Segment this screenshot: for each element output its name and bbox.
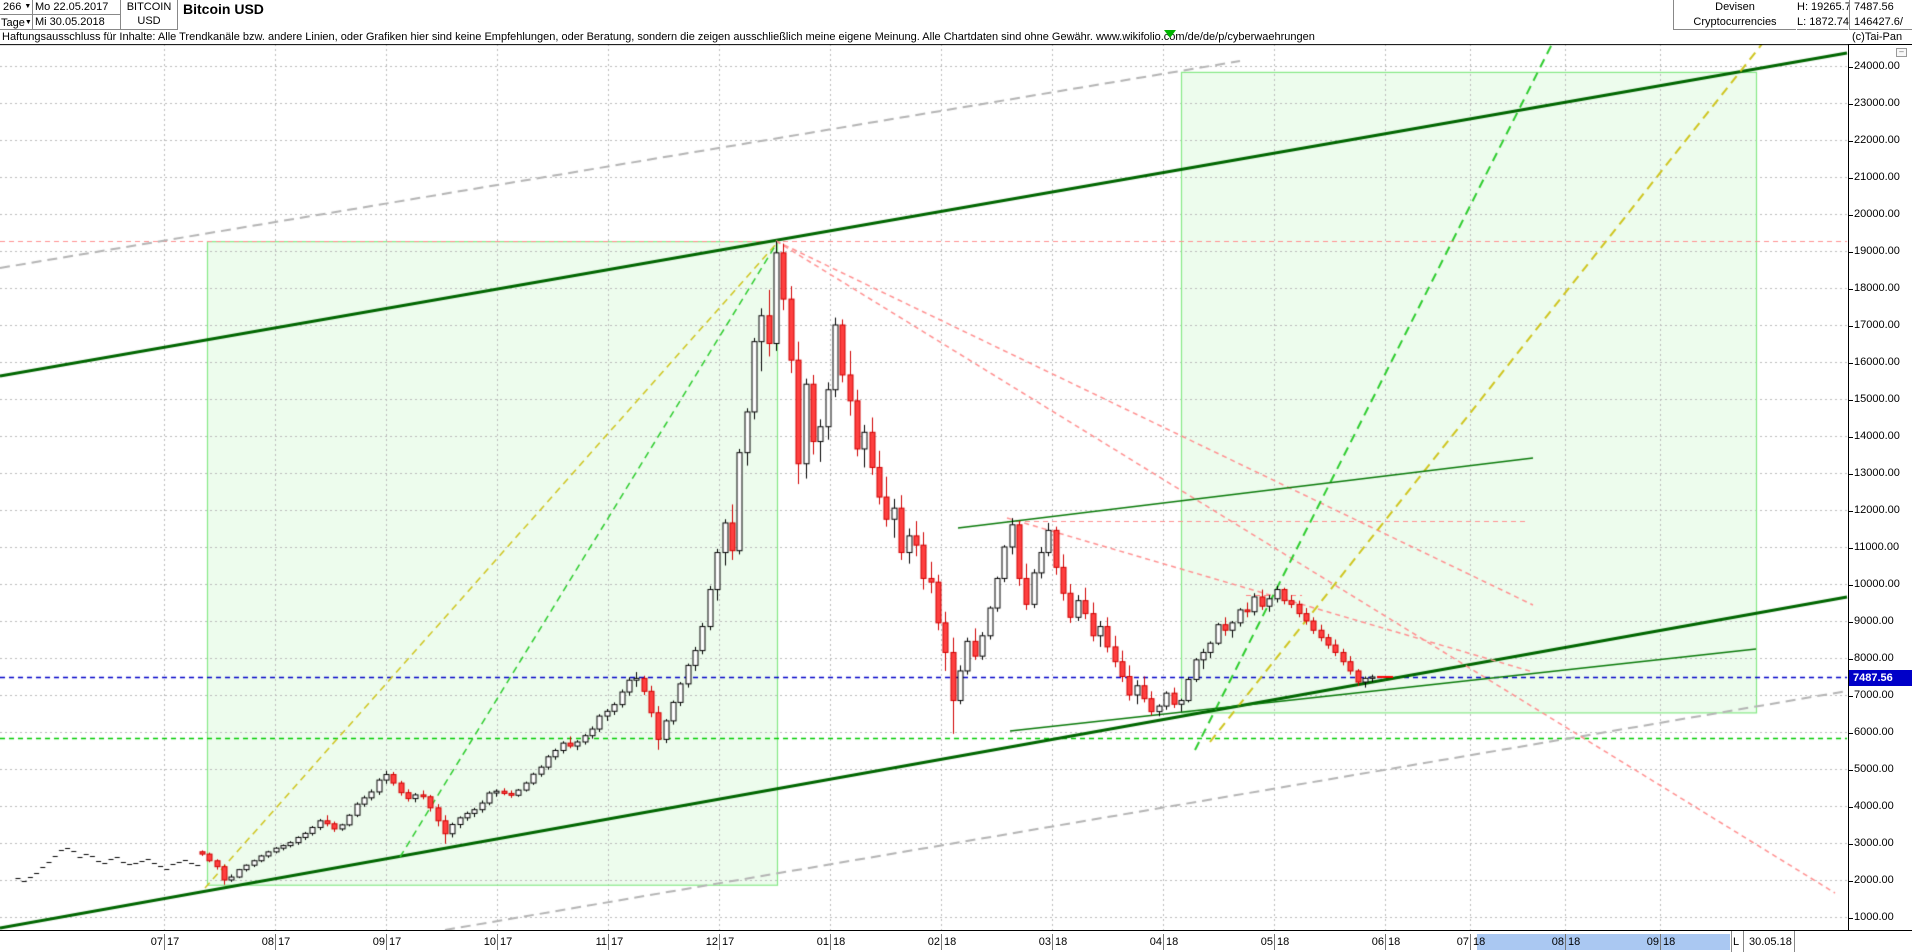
axis-separator	[1794, 931, 1795, 952]
y-axis-label: 7000.00	[1848, 689, 1894, 701]
y-axis-label: 9000.00	[1848, 615, 1894, 627]
price-axis[interactable]: 7487.56 24000.00 23000.00 22000.00 21000.00…	[1847, 44, 1912, 931]
x-axis-label: 12 17	[705, 934, 735, 950]
time-axis-selection[interactable]	[1477, 934, 1730, 950]
x-axis-label: 03 18	[1038, 934, 1068, 950]
symbol-currency: USD	[137, 15, 161, 27]
category-cell: Devisen Cryptocurrencies	[1673, 0, 1796, 30]
copyright-label: (c)Tai-Pan	[1852, 31, 1903, 43]
date-range-cell: Mo 22.05.2017 Mi 30.05.2018	[33, 0, 121, 30]
date-from[interactable]: Mo 22.05.2017	[33, 0, 120, 15]
y-axis-label: 20000.00	[1848, 208, 1900, 220]
y-axis-label: 18000.00	[1848, 282, 1900, 294]
last-price-cell: 7487.56 146427.6/	[1849, 0, 1912, 30]
y-axis-label: 11000.00	[1847, 541, 1900, 553]
collapse-icon[interactable]: –	[1896, 48, 1907, 57]
chevron-down-icon: ▼	[24, 3, 32, 10]
date-to[interactable]: Mi 30.05.2018	[35, 16, 105, 28]
x-axis-label: 08 18	[1551, 934, 1581, 950]
volume-value: 146427.6/	[1854, 16, 1903, 28]
y-axis-label: 3000.00	[1848, 837, 1894, 849]
symbol-name: BITCOIN	[126, 1, 172, 13]
x-axis-label: 08 17	[261, 934, 291, 950]
y-axis-label: 15000.00	[1848, 393, 1900, 405]
high-value: H: 19265.71	[1797, 1, 1857, 13]
y-axis-label: 16000.00	[1848, 356, 1900, 368]
y-axis-label: 8000.00	[1848, 652, 1894, 664]
chevron-down-icon: ▼	[24, 19, 32, 26]
range-marker-label: L	[1733, 936, 1740, 948]
y-axis-label: 23000.00	[1848, 97, 1900, 109]
y-axis-label: 2000.00	[1848, 874, 1894, 886]
time-axis[interactable]: L 30.05.18 07 17 08 17 09 17 10 17 11 17 12 17 01 18 0…	[0, 930, 1912, 952]
y-axis-label: 19000.00	[1848, 245, 1900, 257]
x-axis-label: 07 18	[1456, 934, 1486, 950]
last-price-tag: 7487.56	[1849, 669, 1912, 686]
category-line1: Devisen	[1715, 1, 1755, 13]
symbol-cell: BITCOIN USD	[121, 0, 178, 30]
page-title: Bitcoin USD	[183, 1, 264, 17]
y-axis-label: 24000.00	[1848, 60, 1900, 72]
last-price-value: 7487.56	[1854, 1, 1894, 13]
axis-separator	[1743, 931, 1744, 952]
disclaimer-text: Haftungsausschluss für Inhalte: Alle Tre…	[2, 31, 1315, 43]
y-axis-label: 17000.00	[1848, 319, 1900, 331]
x-axis-label: 09 18	[1646, 934, 1676, 950]
header-left-cell: 266 ▼ Tage▼	[0, 0, 33, 30]
y-axis-label: 5000.00	[1848, 763, 1894, 775]
x-axis-label: 01 18	[816, 934, 846, 950]
x-axis-label: 09 17	[372, 934, 402, 950]
x-axis-label: 07 17	[150, 934, 180, 950]
x-axis-label: 02 18	[927, 934, 957, 950]
y-axis-label: 13000.00	[1848, 467, 1900, 479]
axis-separator	[1731, 931, 1732, 952]
x-axis-label: 11 17	[595, 934, 624, 950]
last-date-label: 30.05.18	[1749, 936, 1792, 948]
chart-marker-triangle-icon[interactable]	[1164, 30, 1176, 38]
price-chart-canvas[interactable]	[0, 44, 1848, 930]
category-line2: Cryptocurrencies	[1693, 16, 1777, 28]
y-axis-label: 12000.00	[1848, 504, 1900, 516]
y-axis-label: 4000.00	[1848, 800, 1894, 812]
y-axis-label: 21000.00	[1848, 171, 1900, 183]
period-dropdown[interactable]: Tage▼	[1, 17, 32, 29]
y-axis-label: 6000.00	[1848, 726, 1894, 738]
bar-count-dropdown[interactable]: 266 ▼	[0, 0, 32, 15]
y-axis-label: 10000.00	[1848, 578, 1900, 590]
y-axis-label: 22000.00	[1848, 134, 1900, 146]
x-axis-label: 05 18	[1260, 934, 1290, 950]
high-low-cell: H: 19265.71 L: 1872.74	[1797, 0, 1857, 30]
low-value: L: 1872.74	[1797, 16, 1849, 28]
x-axis-label: 06 18	[1371, 934, 1401, 950]
x-axis-label: 04 18	[1149, 934, 1179, 950]
y-axis-label: 1000.00	[1848, 911, 1894, 923]
y-axis-label: 14000.00	[1848, 430, 1900, 442]
x-axis-label: 10 17	[483, 934, 513, 950]
